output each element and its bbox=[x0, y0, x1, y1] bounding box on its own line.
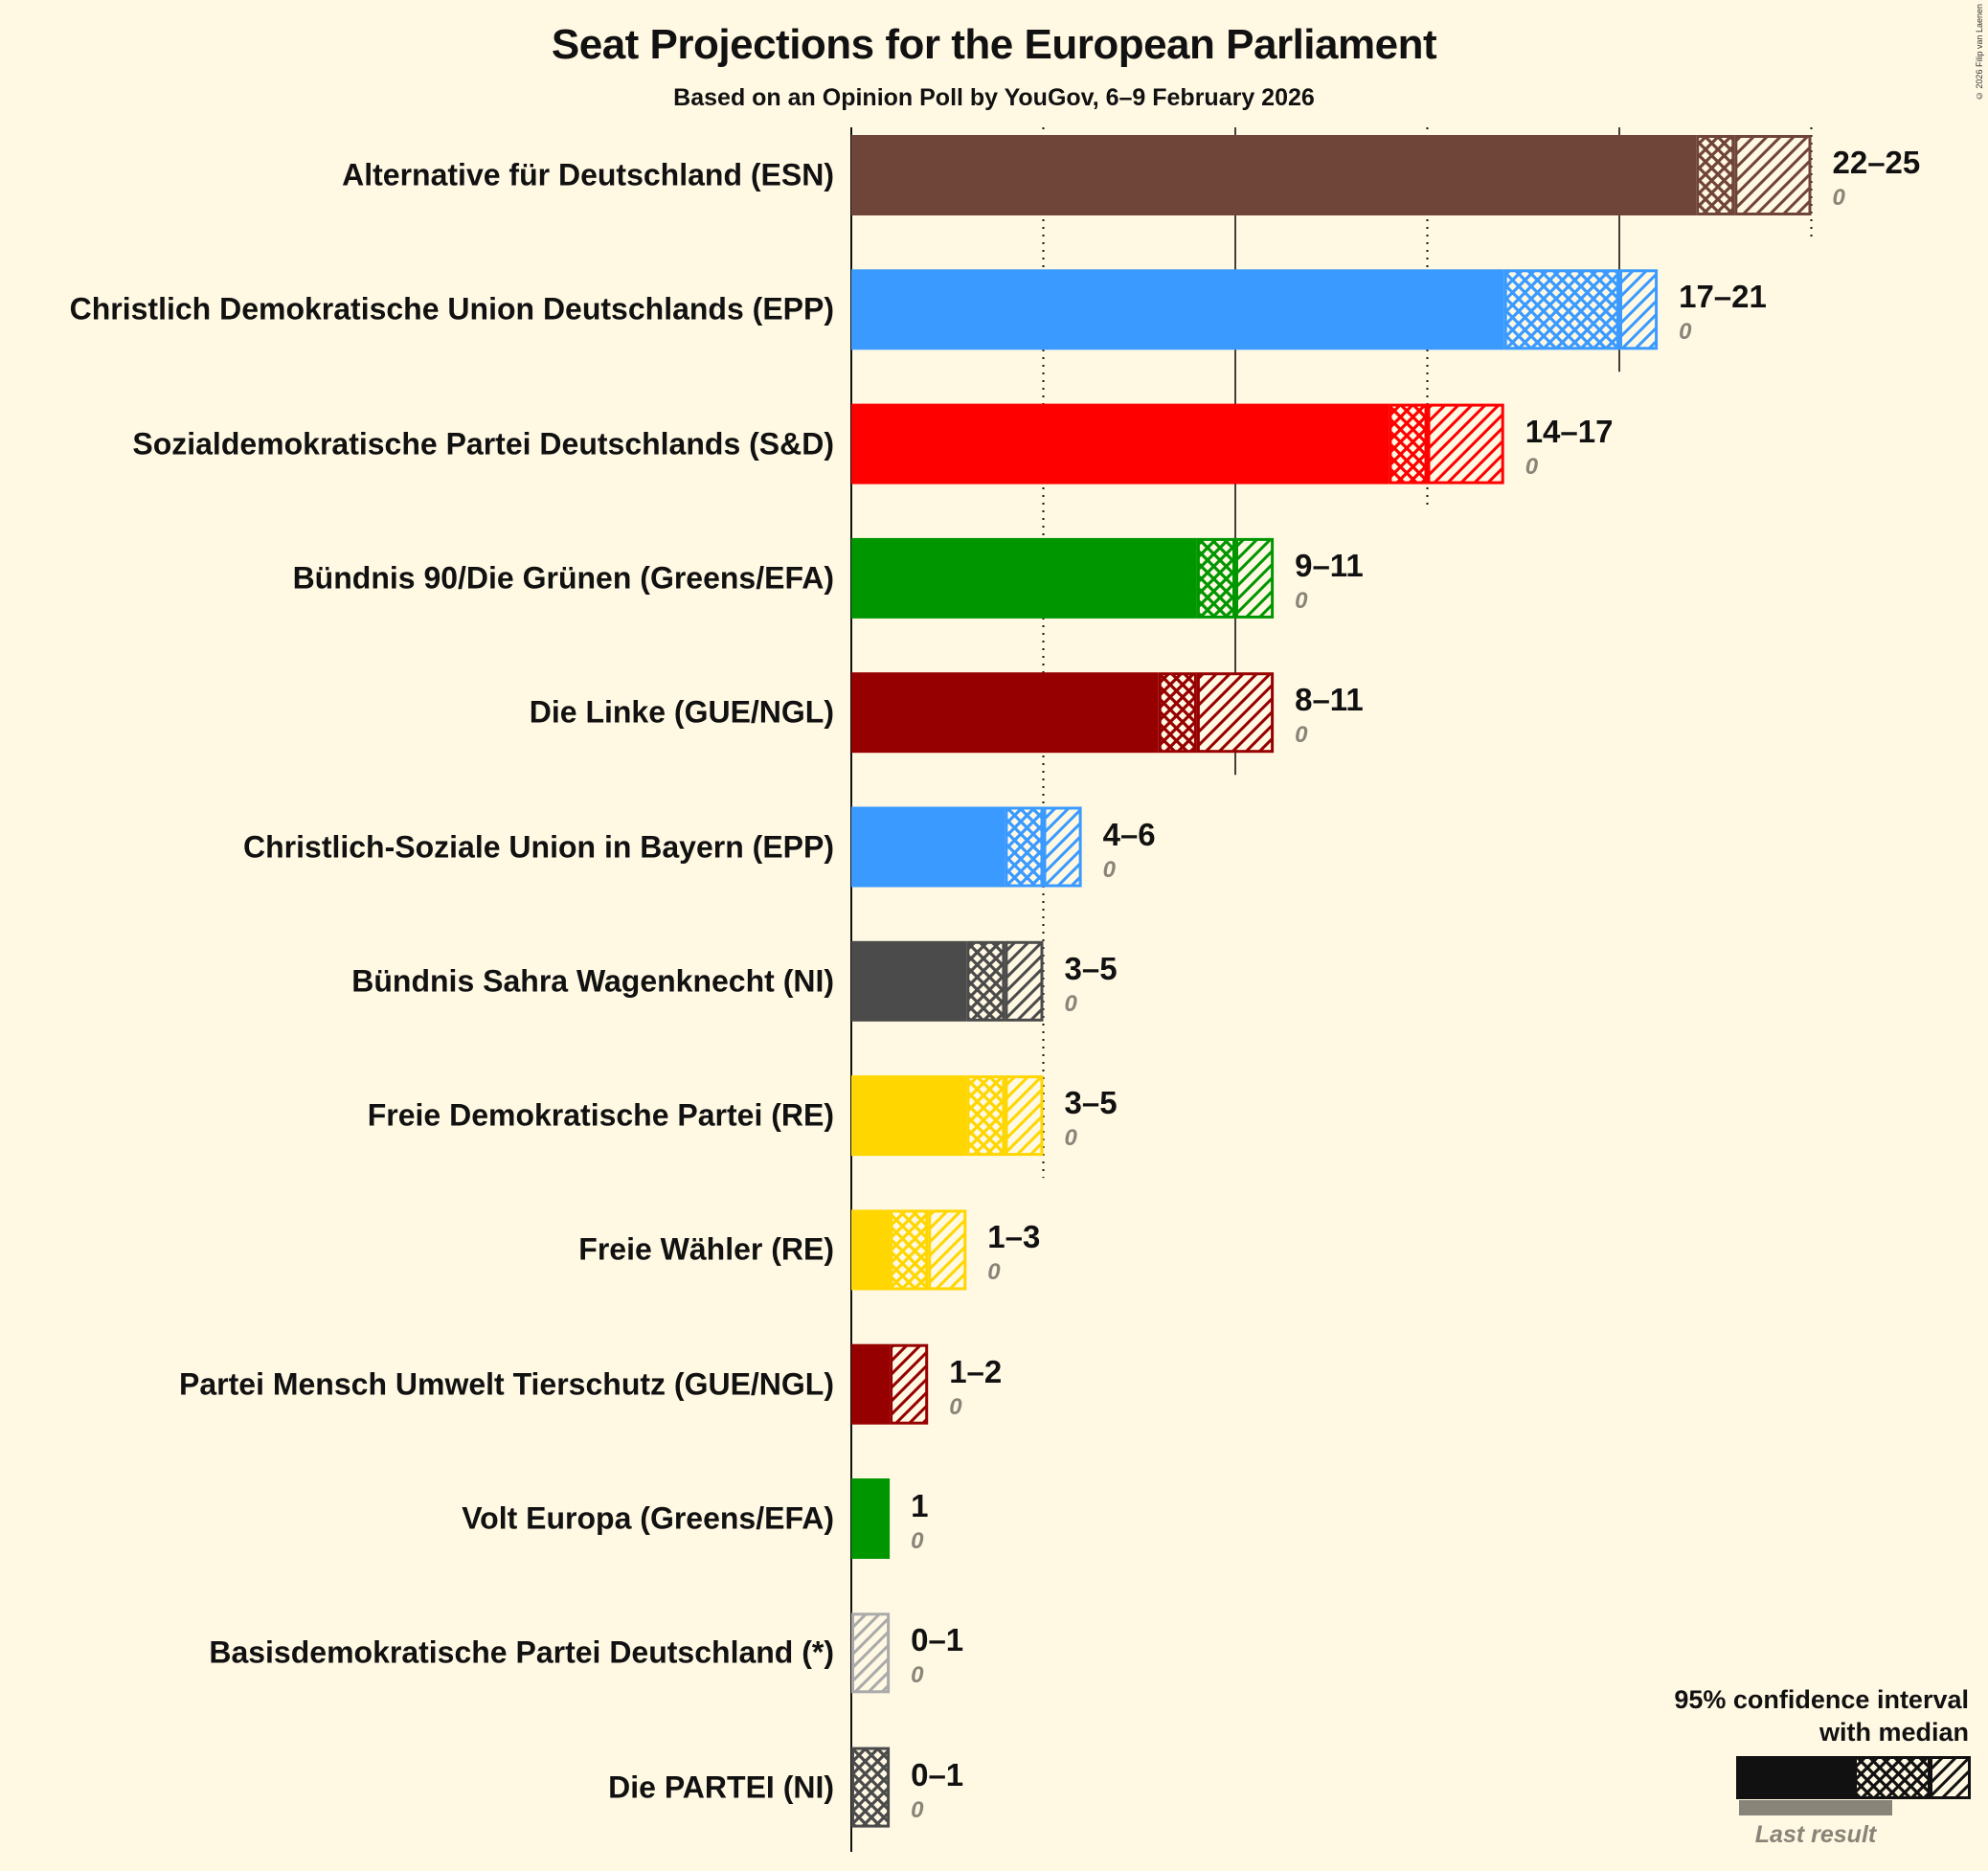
party-label: Basisdemokratische Partei Deutschland (*… bbox=[209, 1634, 834, 1670]
bar-row bbox=[851, 940, 1044, 1022]
bars bbox=[851, 135, 1812, 1828]
bar-row bbox=[851, 135, 1812, 215]
bar-ci-upper bbox=[1005, 940, 1044, 1022]
bar-solid bbox=[851, 806, 1005, 888]
party-label: Freie Demokratische Partei (RE) bbox=[367, 1097, 834, 1133]
seat-range-label: 0–1 bbox=[911, 1622, 964, 1658]
bar-ci-lower bbox=[851, 1747, 891, 1828]
bar-ci-upper bbox=[890, 1343, 929, 1425]
chart-title: Seat Projections for the European Parlia… bbox=[551, 21, 1437, 68]
bar-row bbox=[851, 1478, 891, 1559]
bar-row bbox=[851, 269, 1659, 350]
bar-row bbox=[851, 1343, 929, 1425]
bar-ci-upper bbox=[928, 1209, 967, 1291]
last-result-label: 0 bbox=[911, 1796, 924, 1823]
bar-row bbox=[851, 1209, 967, 1291]
bar-ci-lower bbox=[1005, 806, 1044, 888]
bar-ci-lower bbox=[890, 1209, 929, 1291]
bar-solid bbox=[851, 1478, 891, 1559]
seat-range-label: 8–11 bbox=[1295, 682, 1364, 718]
seat-range-label: 1 bbox=[911, 1488, 929, 1523]
party-label: Alternative für Deutschland (ESN) bbox=[342, 157, 834, 192]
last-result-label: 0 bbox=[1064, 1125, 1077, 1152]
seat-range-label: 17–21 bbox=[1679, 279, 1767, 315]
party-label: Partei Mensch Umwelt Tierschutz (GUE/NGL… bbox=[179, 1366, 834, 1402]
bar-ci-lower bbox=[966, 940, 1005, 1022]
seat-range-label: 9–11 bbox=[1295, 547, 1364, 583]
seat-range-label: 4–6 bbox=[1102, 816, 1156, 852]
seat-range-label: 14–17 bbox=[1525, 413, 1614, 449]
last-result-label: 0 bbox=[1064, 990, 1077, 1017]
last-result-label: 0 bbox=[1525, 453, 1539, 480]
seat-range-label: 1–2 bbox=[949, 1353, 1003, 1389]
chart-subtitle: Based on an Opinion Poll by YouGov, 6–9 … bbox=[673, 84, 1315, 111]
bar-solid bbox=[851, 269, 1504, 350]
seat-range-label: 1–3 bbox=[987, 1219, 1041, 1255]
party-label: Freie Wähler (RE) bbox=[578, 1231, 834, 1267]
legend-title-line2: with median bbox=[1819, 1718, 1969, 1747]
party-label: Volt Europa (Greens/EFA) bbox=[462, 1500, 834, 1536]
last-result-label: 0 bbox=[911, 1528, 924, 1554]
party-label: Bündnis 90/Die Grünen (Greens/EFA) bbox=[292, 560, 834, 596]
bar-ci-lower bbox=[966, 1075, 1005, 1157]
bar-solid bbox=[851, 940, 967, 1022]
bar-row bbox=[851, 672, 1275, 754]
party-label: Sozialdemokratische Partei Deutschlands … bbox=[132, 426, 834, 462]
bar-ci-lower bbox=[1389, 403, 1428, 485]
last-result-label: 0 bbox=[987, 1259, 1001, 1286]
bar-row bbox=[851, 1612, 891, 1694]
bar-ci-upper bbox=[1734, 135, 1812, 215]
bar-ci-upper bbox=[1235, 537, 1275, 619]
seat-range-label: 22–25 bbox=[1832, 145, 1921, 180]
bar-solid bbox=[851, 403, 1389, 485]
legend-last-result-label: Last result bbox=[1754, 1821, 1877, 1848]
bar-solid bbox=[851, 537, 1197, 619]
last-result-label: 0 bbox=[1679, 319, 1692, 346]
legend-title: 95% confidence interval with median bbox=[1674, 1683, 1969, 1748]
bar-ci-upper bbox=[1619, 269, 1659, 350]
bar-ci-lower bbox=[1196, 537, 1236, 619]
last-result-label: 0 bbox=[1832, 185, 1845, 211]
bar-solid bbox=[851, 672, 1159, 754]
bar-ci-upper bbox=[1043, 806, 1082, 888]
legend-graphic bbox=[1736, 1756, 1971, 1815]
party-label: Christlich-Soziale Union in Bayern (EPP) bbox=[243, 829, 834, 864]
party-label: Die Linke (GUE/NGL) bbox=[529, 694, 834, 730]
last-result-label: 0 bbox=[911, 1662, 924, 1689]
last-result-label: 0 bbox=[1295, 587, 1308, 614]
last-result-label: 0 bbox=[1295, 722, 1308, 749]
bar-solid bbox=[851, 1209, 891, 1291]
bar-row bbox=[851, 1747, 891, 1828]
bar-row bbox=[851, 537, 1275, 619]
bar-ci-lower bbox=[1696, 135, 1735, 215]
bar-solid bbox=[851, 1075, 967, 1157]
bar-row bbox=[851, 1075, 1044, 1157]
party-label: Bündnis Sahra Wagenknecht (NI) bbox=[351, 963, 834, 999]
seat-range-label: 0–1 bbox=[911, 1756, 964, 1792]
bar-ci-upper bbox=[1005, 1075, 1044, 1157]
bar-ci-upper bbox=[1427, 403, 1504, 485]
party-label: Christlich Demokratische Union Deutschla… bbox=[69, 291, 834, 327]
bar-ci-upper bbox=[1196, 672, 1275, 754]
last-result-label: 0 bbox=[1102, 856, 1116, 883]
seat-range-label: 3–5 bbox=[1064, 950, 1118, 986]
seat-range-label: 3–5 bbox=[1064, 1085, 1118, 1121]
bar-ci-upper bbox=[851, 1612, 891, 1694]
legend-title-line1: 95% confidence interval bbox=[1674, 1685, 1969, 1714]
party-label: Die PARTEI (NI) bbox=[608, 1770, 834, 1805]
bar-ci-lower bbox=[1503, 269, 1619, 350]
bar-ci-lower bbox=[1158, 672, 1197, 754]
last-result-label: 0 bbox=[949, 1393, 962, 1420]
bar-solid bbox=[851, 1343, 891, 1425]
bar-row bbox=[851, 806, 1082, 888]
bar-row bbox=[851, 403, 1504, 485]
bar-solid bbox=[851, 135, 1697, 215]
